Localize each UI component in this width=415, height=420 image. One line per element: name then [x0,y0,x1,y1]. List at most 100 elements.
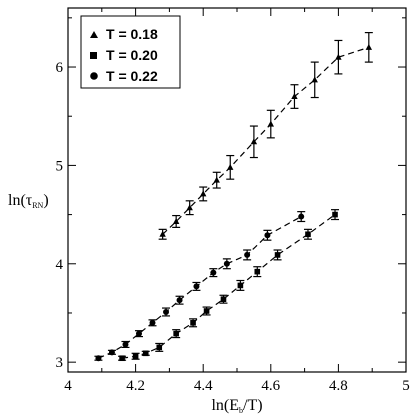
circle-marker [122,341,129,348]
circle-marker [95,355,102,362]
triangle-marker [186,204,193,211]
data-point [243,249,252,261]
circle-marker [135,330,142,337]
triangle-marker [365,43,373,50]
data-point [209,268,218,278]
data-point [222,258,231,270]
square-marker [119,355,125,362]
y-tick-label: 4 [56,257,64,273]
data-point [263,229,272,241]
circle-marker [223,260,230,267]
data-point [94,355,103,362]
fit-lines [98,46,370,359]
x-tick-label: 4.6 [261,378,280,394]
legend-square-marker [90,52,97,59]
data-point [236,279,245,291]
data-point [131,352,140,360]
y-axis-label-main: ln(τ [8,192,33,209]
square-marker [203,308,210,314]
triangle-marker [159,230,166,237]
data-point [253,266,262,278]
square-marker [132,353,139,360]
circle-marker [298,213,305,220]
y-tick-label: 5 [56,158,64,174]
triangle-marker [213,176,220,183]
legend-circle-marker [90,72,98,80]
data-point [334,39,343,75]
data-point [310,61,319,99]
data-point [226,154,235,180]
data-point [162,307,171,317]
data-point [141,350,150,357]
data-point [185,200,194,216]
triangle-marker [200,190,207,197]
data-marks [94,31,373,362]
circle-marker [176,297,183,304]
data-point [107,349,116,356]
square-marker [220,296,227,302]
data-point [202,306,211,316]
square-marker [274,252,281,258]
legend: T = 0.18 T = 0.20 T = 0.22 [80,15,181,89]
x-axis-label-sub: b [239,406,243,415]
x-axis-label-main: ln(E [211,397,239,414]
x-tick-label: 4.8 [329,378,348,394]
data-point [172,329,181,339]
data-point [212,171,221,189]
square-marker [173,330,179,337]
y-tick-label: 3 [56,355,64,371]
square-marker [156,344,163,351]
square-marker [305,231,311,238]
fit-line-1 [121,214,336,359]
x-tick-label: 4.2 [126,378,145,394]
legend-label-t020: T = 0.20 [106,47,158,63]
data-point [175,295,184,305]
square-marker [142,350,149,357]
data-point [199,186,208,202]
data-point [219,294,228,304]
triangle-marker [227,163,234,170]
data-point [155,342,164,352]
data-point [249,125,258,159]
square-marker [190,320,196,326]
triangle-marker [267,120,274,127]
data-point [297,211,306,223]
circle-marker [264,232,271,239]
x-tick-label: 5 [402,378,410,394]
y-axis-label-sub: RN [32,201,43,210]
data-point [273,249,282,261]
x-axis-label: ln(Eb/T) [211,397,262,415]
y-axis-label-tail: ) [43,192,48,209]
circle-marker [244,251,251,258]
circle-marker [108,349,115,356]
triangle-marker [311,76,318,83]
data-point [158,228,167,240]
data-point [121,340,130,349]
triangle-marker [335,53,342,60]
circle-marker [193,283,200,290]
data-point [364,31,373,63]
x-tick-label: 4 [64,378,72,394]
x-tick-label: 4.4 [194,378,213,394]
data-point [290,84,299,109]
fit-line-2 [98,216,302,359]
y-tick-label: 6 [56,60,64,76]
legend-label-t022: T = 0.22 [106,68,158,84]
data-point [172,214,181,228]
y-axis-label: ln(τRN) [8,192,49,210]
data-point [148,319,157,327]
data-point [118,355,127,362]
triangle-marker [291,93,298,100]
square-marker [237,282,244,289]
legend-triangle-marker [90,31,98,38]
data-point [266,109,275,139]
legend-label-t018: T = 0.18 [106,26,158,42]
data-point [134,330,143,338]
circle-marker [163,308,170,315]
circle-marker [149,319,156,326]
triangle-marker [250,138,258,145]
data-point [192,281,201,291]
